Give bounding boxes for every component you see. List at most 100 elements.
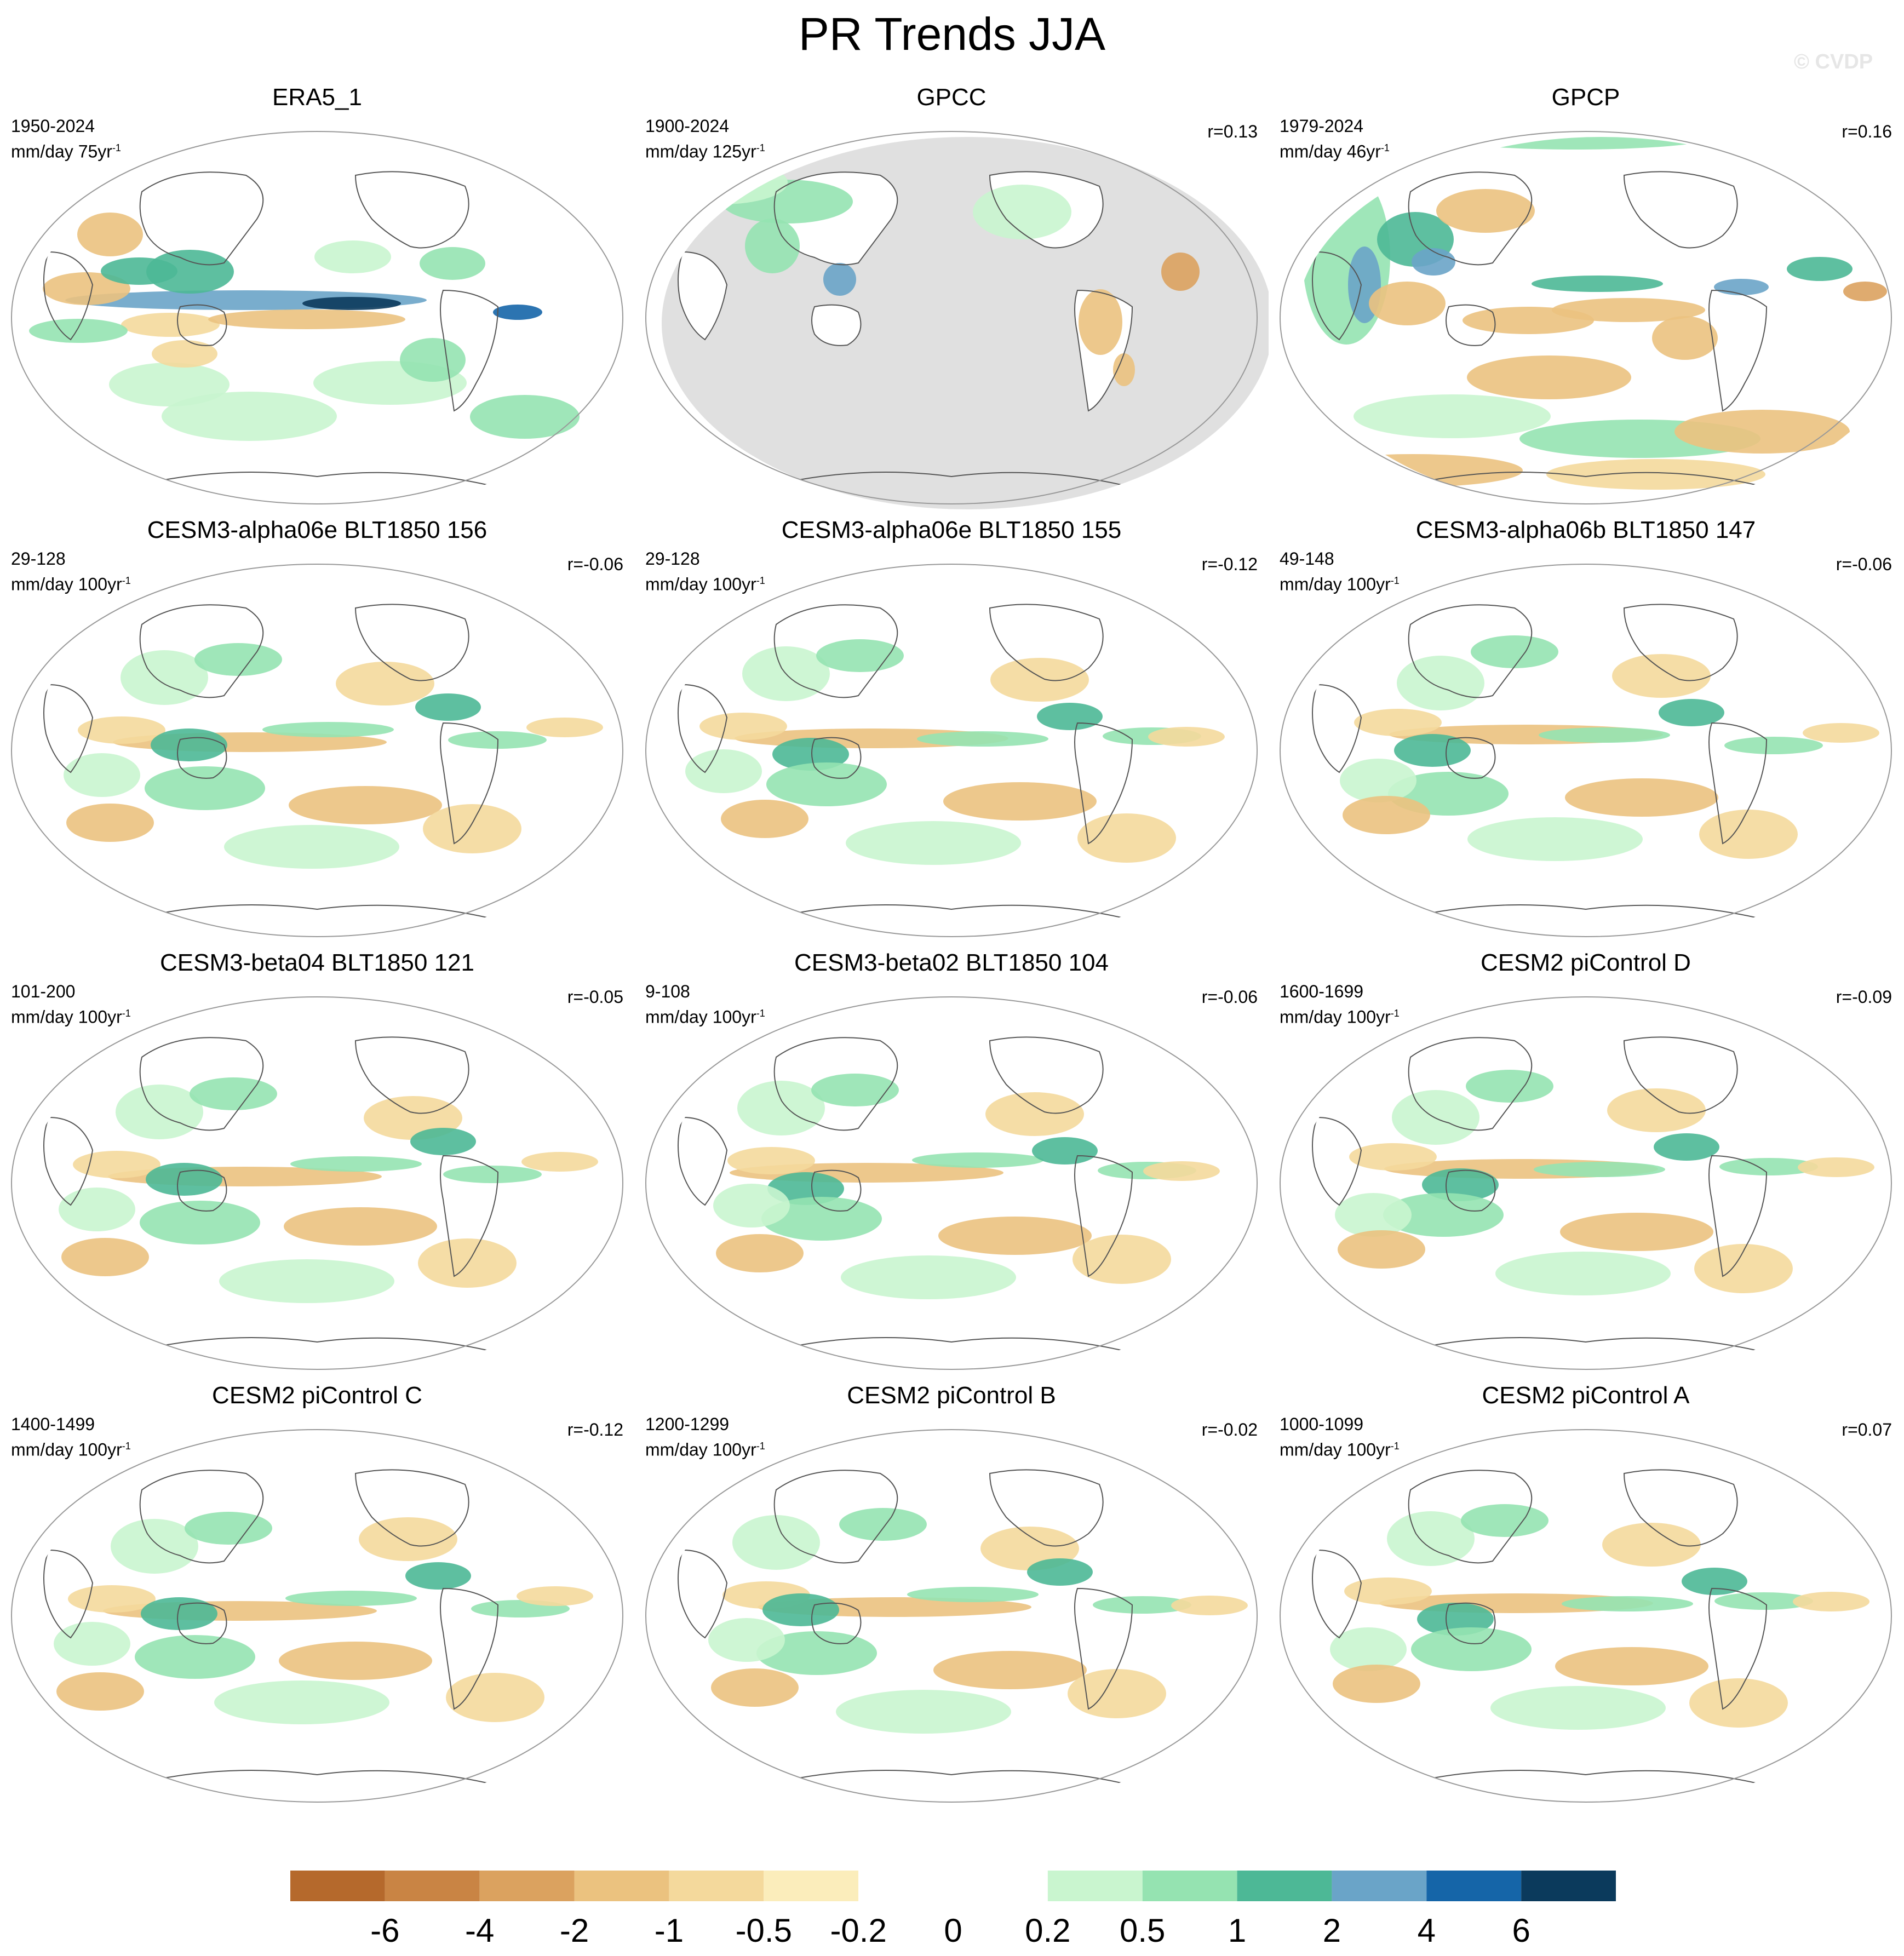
anomaly-patch bbox=[772, 738, 849, 771]
units-exponent: -1 bbox=[1390, 575, 1400, 586]
anomaly-patch bbox=[1417, 1603, 1494, 1636]
coastline bbox=[440, 1155, 499, 1277]
coastline bbox=[1074, 722, 1133, 845]
coastline bbox=[152, 1337, 488, 1351]
coastline bbox=[787, 904, 1122, 918]
coastline bbox=[989, 1036, 1104, 1114]
pattern-correlation: r=0.07 bbox=[1842, 1420, 1892, 1439]
map-plot bbox=[645, 1429, 1269, 1808]
coastline bbox=[678, 1116, 728, 1206]
anomaly-patch bbox=[1532, 276, 1663, 292]
anomaly-patch bbox=[1349, 1143, 1437, 1171]
year-range: 49-148 bbox=[1280, 549, 1334, 569]
anomaly-patch bbox=[762, 1593, 839, 1626]
coastline bbox=[152, 1770, 488, 1783]
coastline bbox=[354, 604, 469, 681]
units-text: mm/day 100yr bbox=[1280, 574, 1391, 594]
anomaly-patch bbox=[54, 1622, 130, 1666]
units-exponent: -1 bbox=[122, 1441, 131, 1452]
anomaly-patch bbox=[66, 804, 154, 842]
anomaly-patch bbox=[1422, 1168, 1499, 1201]
coastline bbox=[139, 604, 264, 698]
anomaly-patch bbox=[1113, 353, 1135, 386]
map-panel: CESM3-alpha06e BLT1850 156 29-128 mm/day 1… bbox=[0, 515, 634, 948]
coastline bbox=[787, 472, 1122, 485]
year-range: 1600-1699 bbox=[1280, 982, 1364, 1001]
map-background bbox=[1296, 1002, 1903, 1375]
pattern-correlation: r=-0.06 bbox=[567, 554, 623, 574]
panel-title: CESM2 piControl D bbox=[1481, 949, 1691, 976]
coastline bbox=[678, 251, 728, 341]
map-panel: CESM2 piControl C 1400-1499 mm/day 100yr-1… bbox=[0, 1380, 634, 1813]
colorbar-tick-label: -6 bbox=[370, 1912, 399, 1949]
anomaly-patch bbox=[77, 213, 143, 256]
colorbar-swatch bbox=[953, 1871, 1048, 1901]
anomaly-patch bbox=[1068, 1669, 1166, 1718]
anomaly-patch bbox=[415, 693, 481, 721]
coastline bbox=[1421, 1337, 1756, 1351]
coastline bbox=[1421, 904, 1756, 918]
anomaly-patch bbox=[314, 240, 391, 273]
anomaly-patch bbox=[1394, 734, 1471, 767]
anomaly-patch bbox=[713, 1184, 790, 1227]
anomaly-patch bbox=[111, 1519, 198, 1574]
units-label: mm/day 100yr-1 bbox=[1280, 1002, 1400, 1028]
anomaly-patch bbox=[846, 821, 1021, 865]
units-text: mm/day 100yr bbox=[1280, 1007, 1391, 1027]
year-range: 9-108 bbox=[645, 982, 690, 1001]
map-plot bbox=[645, 564, 1269, 942]
anomaly-patch bbox=[185, 1512, 272, 1545]
map-panel: CESM3-beta04 BLT1850 121 101-200 mm/day 10… bbox=[0, 948, 634, 1380]
anomaly-patch bbox=[1467, 817, 1643, 861]
colorbar-tick-label: -0.5 bbox=[736, 1912, 792, 1949]
pattern-correlation: r=-0.05 bbox=[567, 987, 623, 1007]
anomaly-patch bbox=[1338, 1230, 1425, 1269]
panel-title: CESM3-alpha06e BLT1850 155 bbox=[781, 517, 1122, 543]
colorbar-tick-label: 0.5 bbox=[1120, 1912, 1165, 1949]
anomaly-patch bbox=[1330, 1627, 1407, 1671]
units-exponent: -1 bbox=[122, 575, 131, 586]
colorbar-swatch bbox=[385, 1871, 480, 1901]
units-text: mm/day 100yr bbox=[11, 1439, 122, 1460]
units-text: mm/day 100yr bbox=[645, 1439, 756, 1460]
map-plot bbox=[11, 131, 634, 509]
colorbar-tick-label: 6 bbox=[1512, 1912, 1530, 1949]
anomaly-patch bbox=[766, 762, 887, 806]
coastline bbox=[1446, 737, 1496, 779]
units-exponent: -1 bbox=[1390, 1008, 1400, 1019]
coastline bbox=[1074, 289, 1133, 412]
anomaly-patch bbox=[214, 1680, 389, 1724]
map-frame bbox=[645, 1429, 1258, 1803]
map-background bbox=[662, 570, 1269, 942]
coastline bbox=[1446, 1169, 1496, 1212]
coastline bbox=[152, 472, 488, 485]
pattern-correlation: r=0.13 bbox=[1207, 122, 1258, 141]
panel-title: CESM3-beta04 BLT1850 121 bbox=[160, 949, 474, 976]
anomaly-patch bbox=[1724, 737, 1823, 754]
map-plot bbox=[11, 1429, 634, 1808]
coastline bbox=[811, 1169, 862, 1212]
coastline bbox=[1312, 1549, 1362, 1639]
anomaly-patch bbox=[1436, 189, 1535, 233]
units-label: mm/day 100yr-1 bbox=[645, 1002, 765, 1028]
coastline bbox=[354, 1036, 469, 1114]
coastline bbox=[177, 304, 227, 346]
units-exponent: -1 bbox=[756, 1441, 765, 1452]
year-range: 29-128 bbox=[645, 549, 700, 569]
anomaly-patch bbox=[727, 1147, 815, 1174]
coastline bbox=[1623, 604, 1738, 681]
colorbar-swatch bbox=[1237, 1871, 1332, 1901]
coastline bbox=[678, 684, 728, 773]
anomaly-patch bbox=[1354, 709, 1442, 736]
anomaly-patch bbox=[1843, 282, 1887, 301]
units-exponent: -1 bbox=[112, 142, 121, 153]
coastline bbox=[177, 1169, 227, 1212]
units-text: mm/day 46yr bbox=[1280, 141, 1381, 162]
anomaly-patch bbox=[756, 1631, 877, 1675]
coastline bbox=[139, 171, 264, 266]
anomaly-patch bbox=[284, 1207, 437, 1246]
coastline bbox=[773, 604, 898, 698]
map-plot bbox=[1280, 564, 1903, 942]
coastline bbox=[811, 1602, 862, 1644]
coastline bbox=[787, 1770, 1122, 1783]
